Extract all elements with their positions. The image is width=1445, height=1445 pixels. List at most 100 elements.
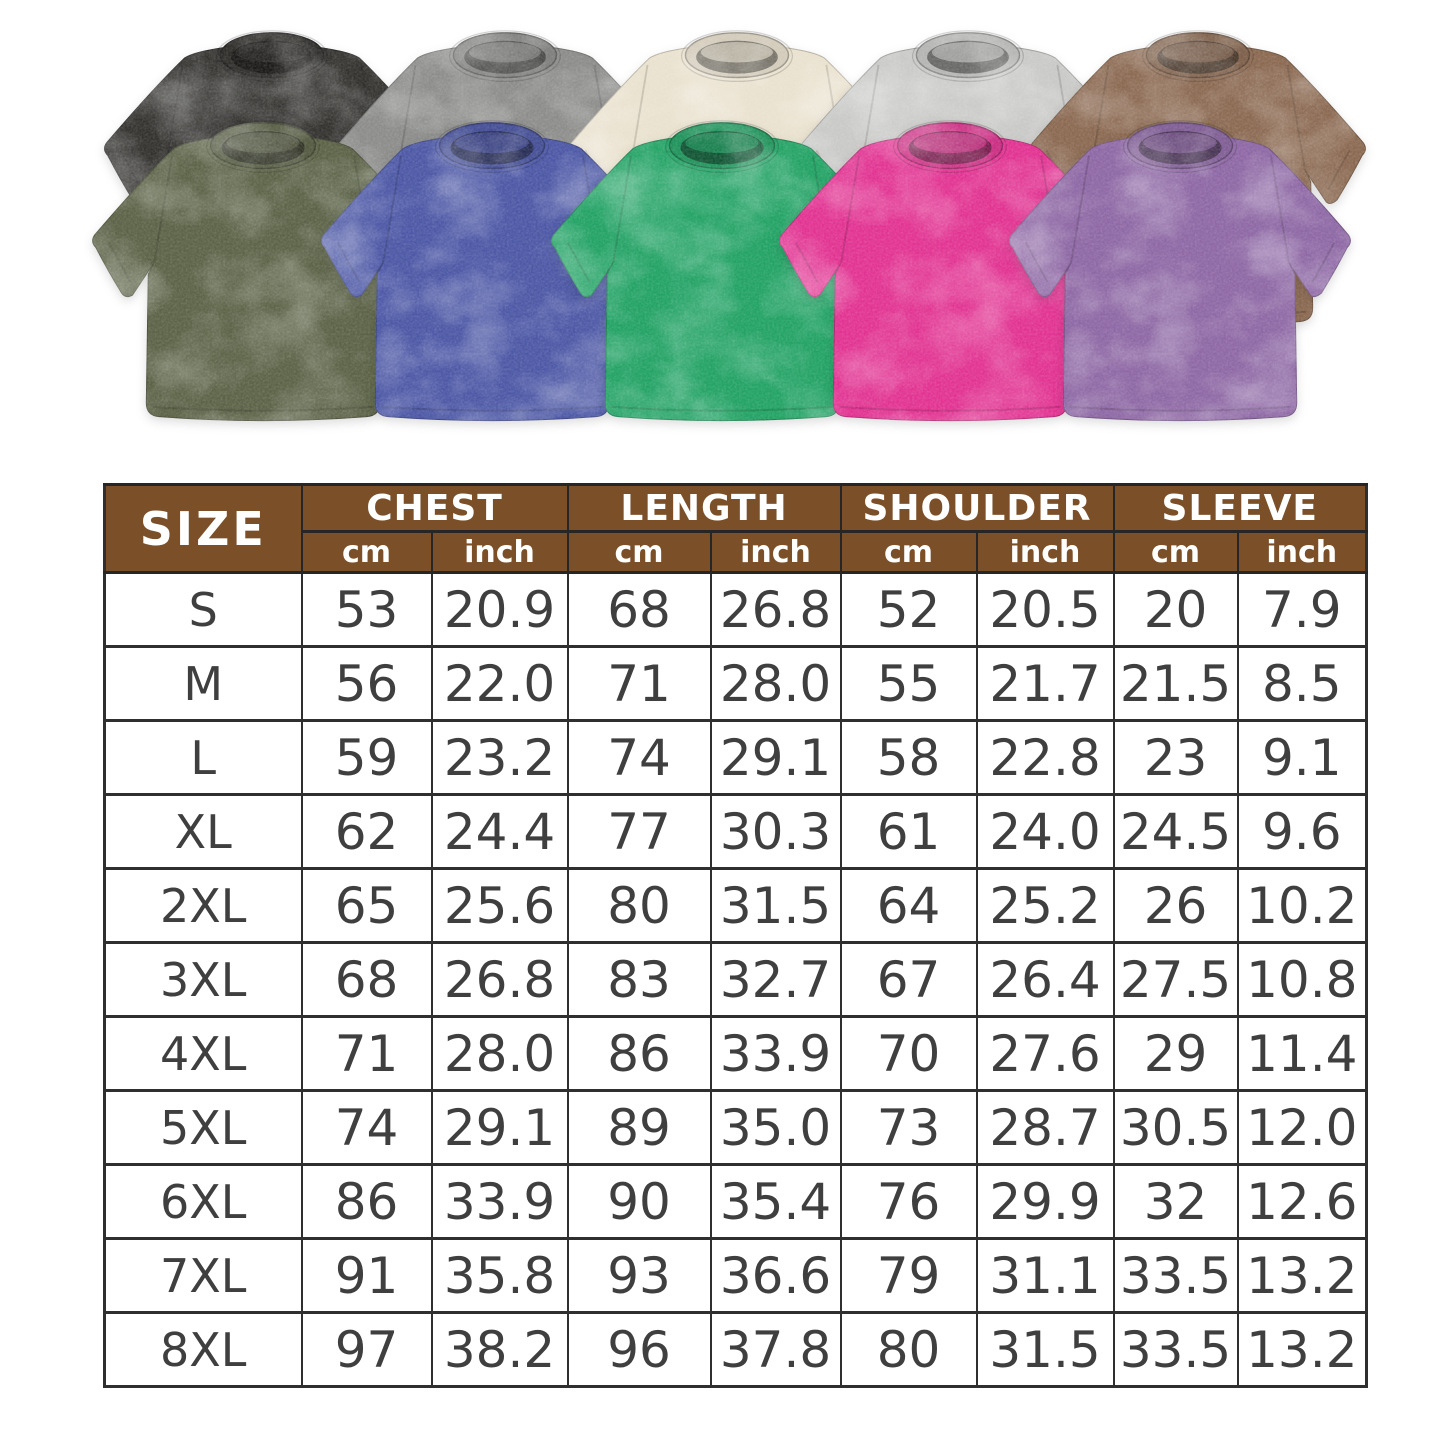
size-cell: 7XL [103,1237,303,1314]
value-cell: 11.4 [1236,1015,1368,1092]
tshirt-rose-red [779,120,1121,422]
tshirt-army-green [92,120,434,422]
value-cell: 7.9 [1236,571,1368,648]
column-header-length: LENGTH [566,483,842,533]
size-chart-section: SIZE CHEST LENGTH SHOULDER SLEEVE cm inch cm inc… [103,483,1369,1388]
value-cell: 93 [566,1237,712,1314]
unit-header-inch: inch [430,530,569,574]
value-cell: 20.5 [975,571,1115,648]
value-cell: 91 [300,1237,433,1314]
value-cell: 9.1 [1236,719,1368,796]
value-cell: 32 [1112,1163,1239,1240]
value-cell: 10.2 [1236,867,1368,944]
size-cell: XL [103,793,303,870]
table-row-m: M 56 22.0 71 28.0 55 21.7 21.5 8.5 [103,645,1368,722]
value-cell: 90 [566,1163,712,1240]
value-cell: 61 [839,793,978,870]
table-row-5xl: 5XL 74 29.1 89 35.0 73 28.7 30.5 12.0 [103,1089,1368,1166]
size-cell: 6XL [103,1163,303,1240]
value-cell: 33.9 [709,1015,842,1092]
table-row-4xl: 4XL 71 28.0 86 33.9 70 27.6 29 11.4 [103,1015,1368,1092]
size-cell: 2XL [103,867,303,944]
table-row-8xl: 8XL 97 38.2 96 37.8 80 31.5 33.5 13.2 [103,1311,1368,1388]
column-header-chest: CHEST [300,483,569,533]
unit-header-cm: cm [839,530,978,574]
value-cell: 22.8 [975,719,1115,796]
size-cell: 4XL [103,1015,303,1092]
tshirt-blue [321,120,663,422]
value-cell: 79 [839,1237,978,1314]
value-cell: 10.8 [1236,941,1368,1018]
value-cell: 26.4 [975,941,1115,1018]
unit-header-inch: inch [975,530,1115,574]
value-cell: 71 [566,645,712,722]
value-cell: 23 [1112,719,1239,796]
unit-header-cm: cm [300,530,433,574]
value-cell: 35.8 [430,1237,569,1314]
value-cell: 24.5 [1112,793,1239,870]
value-cell: 59 [300,719,433,796]
value-cell: 27.6 [975,1015,1115,1092]
value-cell: 31.5 [709,867,842,944]
value-cell: 80 [839,1311,978,1388]
table-row-xl: XL 62 24.4 77 30.3 61 24.0 24.5 9.6 [103,793,1368,870]
value-cell: 97 [300,1311,433,1388]
value-cell: 56 [300,645,433,722]
value-cell: 25.2 [975,867,1115,944]
table-row-s: S 53 20.9 68 26.8 52 20.5 20 7.9 [103,571,1368,648]
unit-header-inch: inch [709,530,842,574]
value-cell: 23.2 [430,719,569,796]
value-cell: 25.6 [430,867,569,944]
table-row-2xl: 2XL 65 25.6 80 31.5 64 25.2 26 10.2 [103,867,1368,944]
value-cell: 74 [300,1089,433,1166]
value-cell: 37.8 [709,1311,842,1388]
value-cell: 70 [839,1015,978,1092]
table-row-6xl: 6XL 86 33.9 90 35.4 76 29.9 32 12.6 [103,1163,1368,1240]
value-cell: 24.0 [975,793,1115,870]
value-cell: 68 [566,571,712,648]
table-row-3xl: 3XL 68 26.8 83 32.7 67 26.4 27.5 10.8 [103,941,1368,1018]
value-cell: 33.5 [1112,1311,1239,1388]
value-cell: 21.7 [975,645,1115,722]
value-cell: 73 [839,1089,978,1166]
value-cell: 28.0 [709,645,842,722]
size-cell: L [103,719,303,796]
value-cell: 26.8 [709,571,842,648]
value-cell: 33.5 [1112,1237,1239,1314]
value-cell: 13.2 [1236,1237,1368,1314]
value-cell: 33.9 [430,1163,569,1240]
value-cell: 68 [300,941,433,1018]
size-chart-table: SIZE CHEST LENGTH SHOULDER SLEEVE cm inch cm inc… [103,483,1369,1388]
value-cell: 86 [566,1015,712,1092]
value-cell: 26.8 [430,941,569,1018]
value-cell: 29.1 [709,719,842,796]
value-cell: 22.0 [430,645,569,722]
value-cell: 20.9 [430,571,569,648]
value-cell: 29 [1112,1015,1239,1092]
value-cell: 71 [300,1015,433,1092]
unit-header-cm: cm [566,530,712,574]
value-cell: 21.5 [1112,645,1239,722]
value-cell: 13.2 [1236,1311,1368,1388]
value-cell: 65 [300,867,433,944]
value-cell: 35.4 [709,1163,842,1240]
value-cell: 20 [1112,571,1239,648]
size-cell: S [103,571,303,648]
value-cell: 28.0 [430,1015,569,1092]
value-cell: 86 [300,1163,433,1240]
value-cell: 12.0 [1236,1089,1368,1166]
unit-header-cm: cm [1112,530,1239,574]
size-chart-body: S 53 20.9 68 26.8 52 20.5 20 7.9 M 56 22.0 71 28.0 55 2… [103,571,1368,1388]
value-cell: 31.1 [975,1237,1115,1314]
value-cell: 30.5 [1112,1089,1239,1166]
value-cell: 58 [839,719,978,796]
value-cell: 55 [839,645,978,722]
column-header-sleeve: SLEEVE [1112,483,1368,533]
size-cell: 8XL [103,1311,303,1388]
tshirt-purple [1009,120,1351,422]
table-row-l: L 59 23.2 74 29.1 58 22.8 23 9.1 [103,719,1368,796]
value-cell: 38.2 [430,1311,569,1388]
size-chart-header: SIZE CHEST LENGTH SHOULDER SLEEVE cm inch cm inc… [103,483,1368,574]
table-row-7xl: 7XL 91 35.8 93 36.6 79 31.1 33.5 13.2 [103,1237,1368,1314]
